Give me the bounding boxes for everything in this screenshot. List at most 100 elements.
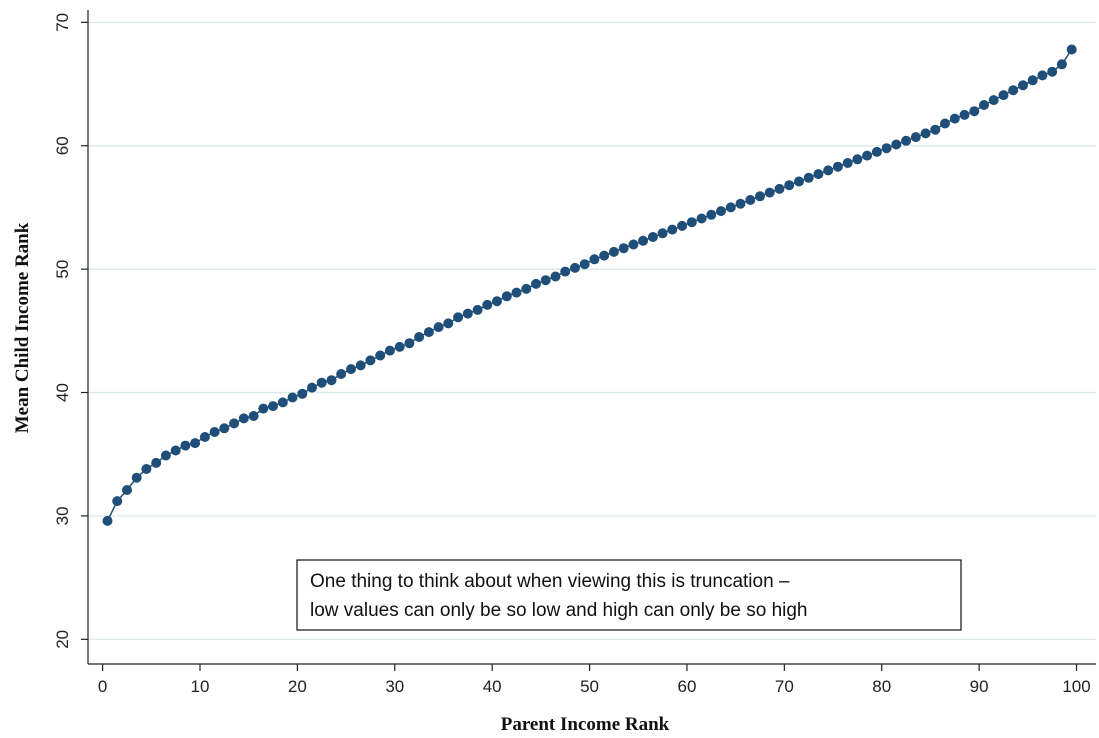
data-point xyxy=(482,299,493,310)
data-point xyxy=(102,515,113,526)
data-point xyxy=(667,224,678,235)
data-point xyxy=(735,198,746,209)
data-point xyxy=(930,124,941,135)
data-point xyxy=(180,440,191,451)
data-point xyxy=(998,90,1009,101)
y-tick-label: 70 xyxy=(53,13,72,32)
y-tick-label: 60 xyxy=(53,136,72,155)
data-point xyxy=(453,312,464,323)
gridlines xyxy=(88,21,1096,640)
data-point xyxy=(910,132,921,143)
annotation-border xyxy=(296,559,962,631)
data-point xyxy=(540,275,551,286)
data-point xyxy=(190,438,201,449)
data-point xyxy=(1056,59,1067,70)
data-point xyxy=(1047,66,1058,77)
data-point xyxy=(784,180,795,191)
y-ticks: 20 30 40 50 60 70 xyxy=(53,13,88,649)
data-point xyxy=(268,401,278,412)
data-point xyxy=(550,271,561,282)
data-point xyxy=(258,403,269,414)
data-point xyxy=(277,397,288,408)
x-tick-label: 80 xyxy=(872,677,891,696)
data-point xyxy=(297,388,308,399)
x-tick-label: 60 xyxy=(677,677,696,696)
data-point xyxy=(160,450,171,461)
data-point xyxy=(151,457,162,468)
data-point xyxy=(443,318,454,329)
y-tick-label: 20 xyxy=(53,630,72,649)
data-point xyxy=(716,206,726,217)
x-tick-label: 70 xyxy=(775,677,794,696)
data-point xyxy=(608,246,619,257)
data-point xyxy=(891,139,902,150)
x-tick-label: 20 xyxy=(288,677,307,696)
data-point xyxy=(969,106,980,117)
data-point xyxy=(219,423,230,434)
y-tick-label: 40 xyxy=(53,383,72,402)
data-point xyxy=(1008,85,1019,96)
data-point xyxy=(570,262,580,273)
data-point xyxy=(1066,44,1077,55)
data-point xyxy=(131,472,142,483)
x-tick-label: 10 xyxy=(191,677,210,696)
data-point xyxy=(647,232,658,242)
data-point xyxy=(920,128,931,139)
data-point xyxy=(531,278,541,289)
data-point xyxy=(628,239,639,250)
data-point xyxy=(803,172,814,183)
x-ticks: 0 10 20 30 40 50 60 70 80 90 100 xyxy=(98,664,1091,696)
data-point xyxy=(1027,75,1038,86)
data-point xyxy=(365,355,376,366)
data-point xyxy=(813,169,824,180)
data-point xyxy=(881,143,892,154)
data-point xyxy=(112,496,123,507)
data-point xyxy=(336,369,347,379)
data-point xyxy=(638,235,649,246)
data-point xyxy=(657,228,668,239)
data-point xyxy=(725,202,736,213)
data-point xyxy=(472,304,483,315)
data-point xyxy=(755,191,765,202)
data-point xyxy=(579,259,590,270)
data-point xyxy=(677,220,688,231)
data-point xyxy=(238,413,249,424)
data-point xyxy=(1018,80,1028,91)
axes xyxy=(87,10,1096,665)
data-point xyxy=(501,291,512,302)
y-tick-label: 30 xyxy=(53,506,72,525)
x-tick-label: 100 xyxy=(1062,677,1090,696)
data-point xyxy=(521,283,532,294)
x-tick-label: 30 xyxy=(385,677,404,696)
x-tick-label: 40 xyxy=(483,677,502,696)
data-point xyxy=(871,146,882,157)
data-point xyxy=(404,338,415,349)
data-point xyxy=(696,213,707,224)
data-point xyxy=(832,161,843,172)
data-point xyxy=(764,187,775,198)
data-point xyxy=(823,165,834,176)
data-point xyxy=(940,118,950,129)
data-point xyxy=(462,308,473,319)
series-points xyxy=(102,44,1077,526)
series-line xyxy=(106,49,1073,522)
data-point xyxy=(949,113,960,124)
data-point xyxy=(988,95,999,106)
data-point xyxy=(199,432,210,442)
data-point xyxy=(316,377,327,388)
data-point xyxy=(794,176,804,187)
data-point xyxy=(979,100,989,110)
data-point xyxy=(618,243,629,254)
annotation-line-2: low values can only be so low and high c… xyxy=(310,600,808,621)
y-tick-label: 50 xyxy=(53,260,72,279)
data-point xyxy=(209,427,220,437)
data-point xyxy=(346,364,356,375)
x-axis-title: Parent Income Rank xyxy=(501,714,670,735)
data-point xyxy=(122,485,132,495)
data-point xyxy=(326,375,337,386)
data-point xyxy=(307,382,317,393)
annotation-box: One thing to think about when viewing th… xyxy=(296,559,962,631)
data-point xyxy=(492,296,502,307)
data-point xyxy=(229,418,240,429)
